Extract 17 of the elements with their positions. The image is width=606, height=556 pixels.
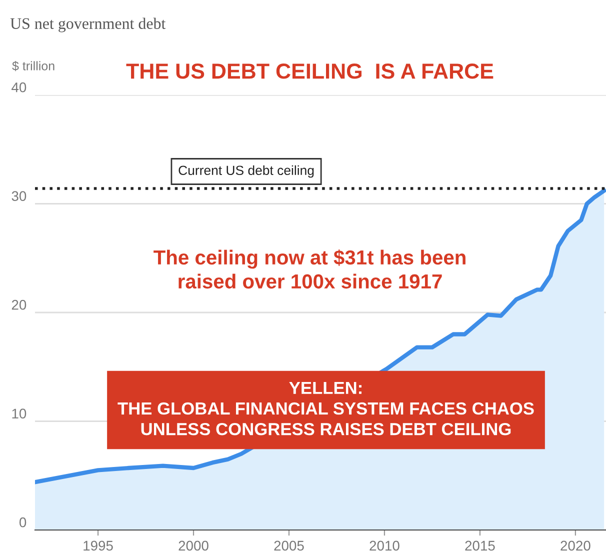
text: THE US DEBT CEILING IS A FARCE — [126, 64, 494, 79]
x-tick-label: 1995 — [84, 540, 113, 551]
y-tick-label: 30 — [12, 191, 26, 202]
x-tick-label: 2020 — [560, 540, 590, 551]
y-tick-label: 40 — [12, 82, 26, 92]
y-tick-label: 10 — [12, 408, 26, 419]
chart-title: US net government debt — [10, 18, 166, 32]
x-tick-label: 2015 — [465, 540, 495, 551]
annotation: YELLEN: THE GLOBAL FINANCIAL SYSTEM FACES CHAOS UNLESS CONGRESS RAISES DEBT CEILING — [118, 382, 534, 436]
y-axis-title: $ trillion — [12, 60, 54, 72]
x-tick-label: 2000 — [178, 540, 208, 551]
y-tick-label: 20 — [12, 300, 26, 310]
annotation: The ceiling now at $31t has been raised over 100x since 1917 — [154, 249, 466, 289]
x-tick-label: 2010 — [370, 540, 400, 551]
y-tick-label: 0 — [19, 517, 26, 528]
x-tick-label: 2005 — [274, 540, 304, 551]
ref-line-label: Current US debt ceiling — [178, 165, 314, 178]
